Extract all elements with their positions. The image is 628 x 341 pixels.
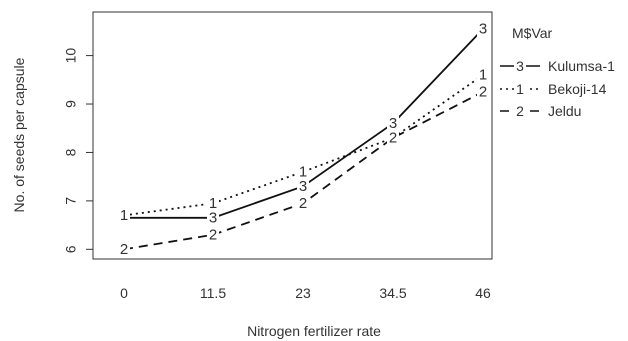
x-tick-label: 0 bbox=[120, 285, 128, 301]
legend-marker-backdrop bbox=[514, 58, 526, 74]
marker-backdrop bbox=[477, 83, 489, 100]
marker-backdrop bbox=[297, 163, 309, 180]
marker-backdrop bbox=[297, 195, 309, 212]
y-tick-label: 7 bbox=[63, 197, 79, 205]
series-group: 333331111122222 bbox=[118, 20, 489, 258]
data-point-marker: 1 bbox=[120, 207, 128, 224]
data-point-marker: 2 bbox=[389, 129, 397, 146]
data-point-marker: 3 bbox=[389, 115, 397, 132]
x-tick-label: 11.5 bbox=[200, 285, 226, 301]
y-tick-label: 8 bbox=[63, 148, 79, 156]
x-tick-label: 23 bbox=[295, 285, 311, 301]
marker-backdrop bbox=[207, 195, 219, 212]
data-point-marker: 2 bbox=[120, 241, 128, 258]
marker-backdrop bbox=[207, 209, 219, 226]
data-point-marker: 1 bbox=[479, 66, 487, 83]
x-axis: 0 11.5 23 34.5 46 bbox=[120, 285, 491, 301]
x-tick-label: 34.5 bbox=[379, 285, 406, 301]
plot-frame bbox=[92, 11, 493, 260]
legend-marker: 2 bbox=[516, 103, 524, 119]
y-tick-label: 10 bbox=[63, 48, 79, 64]
y-axis: 6 7 8 9 10 bbox=[63, 48, 93, 253]
marker-backdrop bbox=[477, 66, 489, 83]
y-tick-label: 9 bbox=[63, 100, 79, 108]
y-tick-label: 6 bbox=[63, 245, 79, 253]
data-point-marker: 3 bbox=[479, 20, 487, 37]
data-point-marker: 3 bbox=[209, 209, 217, 226]
marker-backdrop bbox=[387, 115, 399, 132]
legend-title: M$Var bbox=[512, 25, 553, 41]
data-point-marker: 1 bbox=[209, 195, 217, 212]
marker-backdrop bbox=[387, 129, 399, 146]
legend: M$Var 3 Kulumsa-1 1 Bekoji-14 2 Jeldu bbox=[500, 25, 615, 119]
x-tick-label: 46 bbox=[475, 285, 491, 301]
marker-backdrop bbox=[477, 20, 489, 37]
data-point-marker: 1 bbox=[299, 163, 307, 180]
data-point-marker: 3 bbox=[299, 178, 307, 195]
y-axis-label: No. of seeds per capsule bbox=[11, 57, 27, 212]
data-point-marker: 2 bbox=[209, 226, 217, 243]
legend-label: Kulumsa-1 bbox=[548, 58, 615, 74]
data-point-marker: 2 bbox=[479, 83, 487, 100]
legend-marker-backdrop bbox=[514, 81, 526, 97]
marker-backdrop bbox=[118, 241, 130, 258]
marker-backdrop bbox=[207, 226, 219, 243]
legend-marker-backdrop bbox=[514, 103, 526, 119]
legend-marker: 1 bbox=[516, 81, 524, 97]
legend-label: Jeldu bbox=[548, 103, 581, 119]
marker-backdrop bbox=[118, 207, 130, 224]
marker-backdrop bbox=[297, 178, 309, 195]
legend-label: Bekoji-14 bbox=[548, 81, 607, 97]
data-point-marker: 2 bbox=[299, 195, 307, 212]
legend-marker: 3 bbox=[516, 58, 524, 74]
x-axis-label: Nitrogen fertilizer rate bbox=[247, 323, 381, 339]
